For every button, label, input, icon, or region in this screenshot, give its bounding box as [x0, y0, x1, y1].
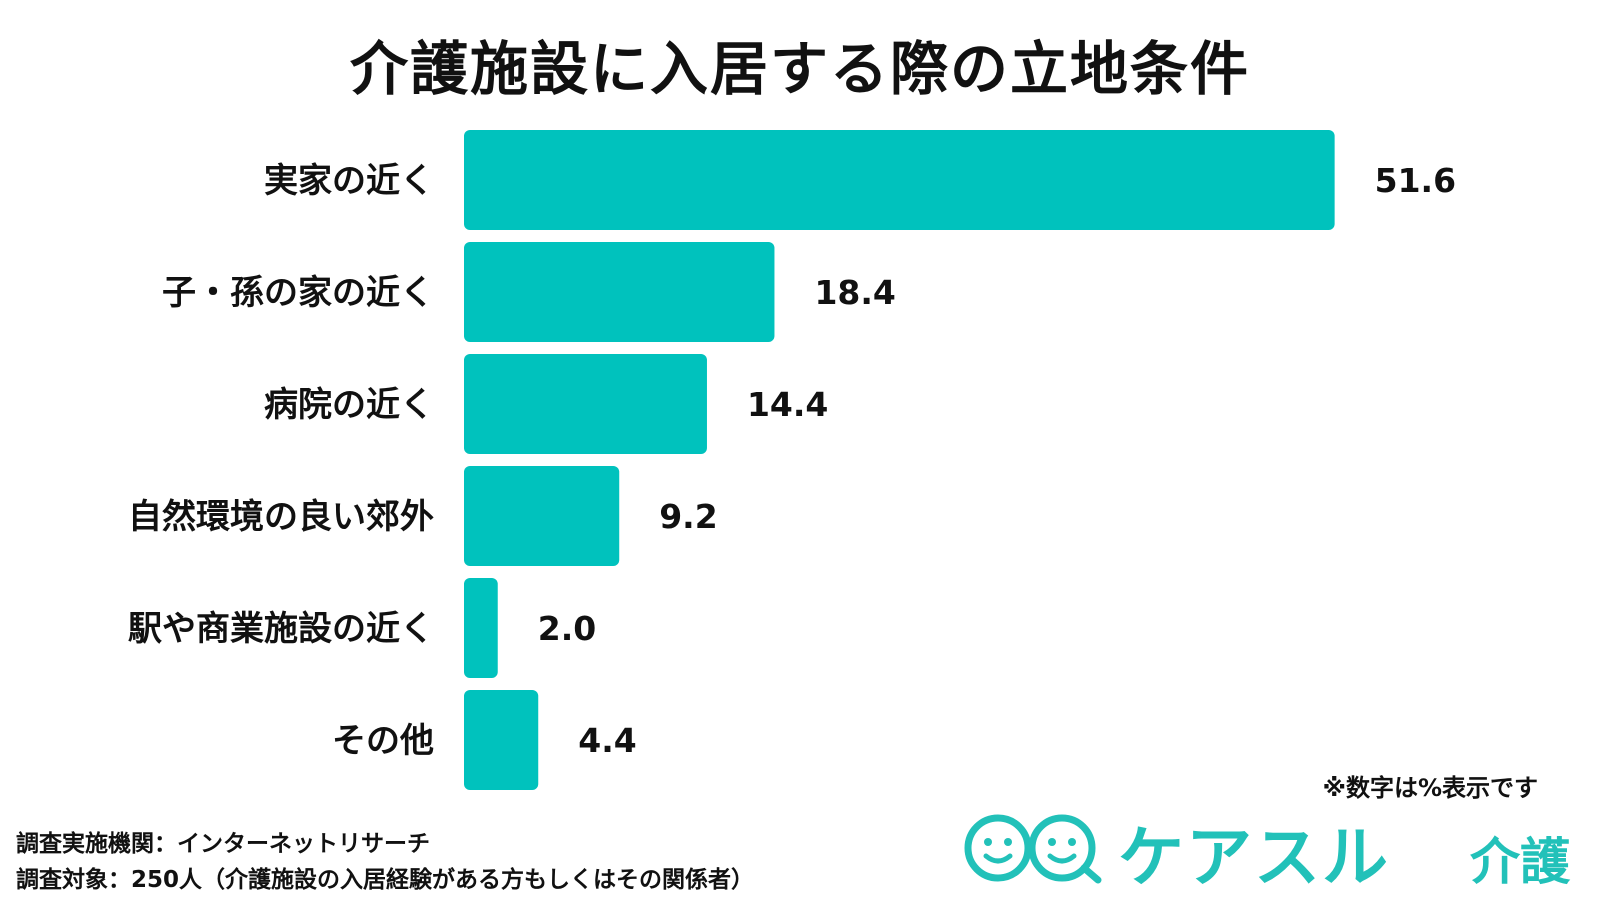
value-label-3: 14.4: [747, 385, 828, 424]
logo-text: ケアスル: [1118, 819, 1390, 896]
survey-target: 調査対象：250人（介護施設の入居経験がある方もしくはその関係者）: [16, 867, 755, 893]
bar-2: [464, 242, 775, 342]
bar-6: [464, 690, 539, 790]
logo-sub-text: 介護: [1470, 833, 1570, 891]
value-label-4: 9.2: [659, 497, 717, 536]
survey-footer: 調査実施機関：インターネットリサーチ 調査対象：250人（介護施設の入居経験があ…: [16, 826, 754, 898]
survey-institution: 調査実施機関：インターネットリサーチ: [16, 831, 430, 857]
bar-3: [464, 354, 707, 454]
category-label-2: 子・孫の家の近く: [162, 273, 434, 313]
brand-logo: ケアスル 介護: [960, 800, 1590, 896]
value-label-6: 4.4: [578, 721, 636, 760]
value-label-2: 18.4: [814, 273, 895, 312]
unit-note: ※数字は%表示です: [1322, 774, 1538, 802]
bar-5: [464, 578, 498, 678]
category-label-1: 実家の近く: [264, 161, 434, 201]
value-label-1: 51.6: [1375, 161, 1456, 200]
value-label-5: 2.0: [538, 609, 596, 648]
category-label-5: 駅や商業施設の近く: [128, 609, 434, 649]
category-label-6: その他: [332, 721, 434, 761]
bar-1: [464, 130, 1335, 230]
bar-4: [464, 466, 620, 566]
category-label-3: 病院の近く: [264, 385, 434, 425]
chart-title: 介護施設に入居する際の立地条件: [349, 35, 1250, 103]
category-label-4: 自然環境の良い郊外: [128, 497, 434, 537]
smile-faces-icon: [964, 814, 1102, 884]
